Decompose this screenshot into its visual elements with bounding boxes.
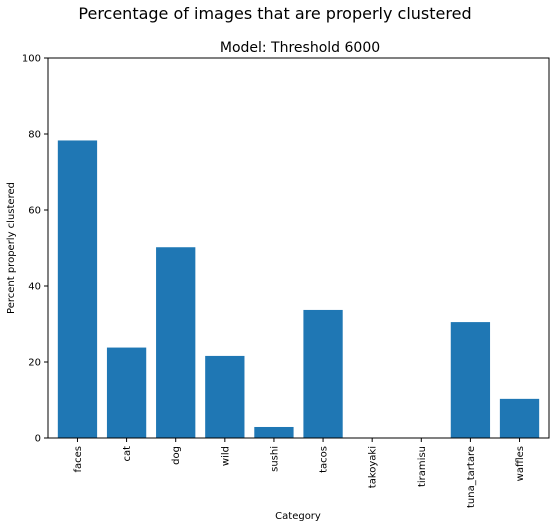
x-axis-ticks: faces cat dog wild sushi tacos takoyaki tiramis… (73, 438, 526, 508)
x-axis-label: Category (275, 511, 321, 522)
x-tick-label-dog: dog (171, 446, 182, 465)
y-tick-label: 0 (35, 434, 41, 445)
y-tick-label: 20 (28, 358, 41, 369)
x-tick-label-sushi: sushi (269, 446, 280, 472)
bar-cat (106, 347, 147, 438)
bar-dog (156, 247, 196, 438)
x-tick-label-faces: faces (73, 446, 84, 473)
y-tick-label: 40 (28, 282, 41, 293)
x-tick-label-tuna_tartare: tuna_tartare (466, 446, 477, 508)
bars-group (57, 140, 540, 438)
x-tick-label-waffles: waffles (515, 446, 526, 481)
x-tick-label-wild: wild (220, 446, 231, 466)
x-tick-label-tacos: tacos (319, 446, 330, 473)
axes-title: Model: Threshold 6000 (220, 40, 380, 56)
x-tick-label-tiramisu: tiramisu (417, 446, 428, 487)
bar-tuna_tartare (450, 322, 491, 438)
plot-frame (47, 57, 550, 439)
y-tick-label: 100 (22, 54, 41, 65)
bar-faces (57, 140, 98, 438)
bar-tacos (303, 309, 343, 438)
y-tick-label: 80 (28, 130, 41, 141)
bar-waffles (499, 398, 540, 438)
figure-suptitle: Percentage of images that are properly c… (78, 4, 471, 23)
y-axis-ticks: 0 20 40 60 80 100 (22, 54, 48, 445)
y-axis-label: Percent properly clustered (6, 182, 17, 314)
x-tick-label-takoyaki: takoyaki (368, 446, 379, 488)
bar-sushi (254, 426, 294, 438)
x-tick-label-cat: cat (122, 446, 133, 462)
bar-wild (205, 355, 245, 438)
y-tick-label: 60 (28, 206, 41, 217)
